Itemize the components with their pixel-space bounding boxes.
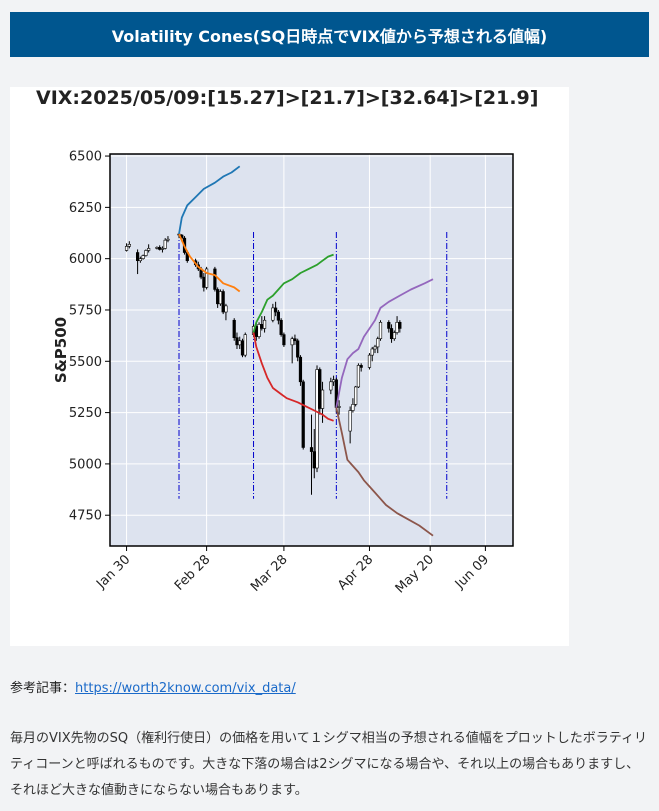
candle-body [312, 451, 316, 469]
reference-link[interactable]: https://worth2know.com/vix_data/ [75, 681, 296, 696]
candle-body [160, 248, 165, 250]
candle-body [213, 268, 217, 290]
candle-body [243, 334, 247, 356]
cone-series-line-3 [252, 253, 334, 333]
x-tick-label: Jun 09 [452, 552, 492, 592]
candle-body [158, 247, 162, 250]
candle-body [127, 244, 131, 247]
candle-body [232, 319, 236, 338]
description-text: 毎月のVIX先物のSQ（権利行使日）の価格を用いて１シグマ相当の予想される値幅を… [10, 731, 647, 798]
candle-body [392, 332, 396, 340]
cone-series-line-1 [178, 165, 241, 235]
candle-body [398, 321, 402, 329]
candle-body [315, 369, 319, 469]
candle-body [260, 324, 264, 329]
candle-body [290, 338, 294, 346]
y-tick-label: 6000 [69, 252, 102, 267]
candle-body [318, 369, 322, 409]
candle-body [387, 321, 391, 329]
candle-body [301, 381, 305, 448]
candle-body [235, 337, 239, 346]
reference-line: 参考記事：https://worth2know.com/vix_data/ [10, 677, 296, 696]
candle-body [276, 311, 280, 321]
candle-body [279, 319, 283, 335]
candle-body [262, 319, 267, 329]
candle-body [376, 338, 380, 348]
y-tick-label: 4750 [69, 509, 102, 524]
cone-series-line-4 [252, 332, 334, 422]
page-header: Volatility Cones(SQ日時点でVIX値から予想される値幅) [10, 12, 649, 57]
candle-body [147, 248, 151, 251]
candle-body [370, 348, 374, 356]
candle-body [124, 246, 129, 251]
x-tick-label: Mar 28 [248, 552, 291, 595]
candle-body [240, 340, 245, 356]
y-tick-label: 6500 [69, 150, 102, 165]
candle-body [205, 268, 209, 288]
candle-body [337, 406, 341, 408]
candle-body [373, 346, 377, 350]
y-tick-label: 5250 [69, 406, 102, 421]
y-tick-label: 6250 [69, 201, 102, 216]
candle-body [351, 404, 355, 411]
candle-body [166, 238, 170, 241]
header-title: Volatility Cones(SQ日時点でVIX値から予想される値幅) [111, 26, 548, 46]
candle-body [224, 305, 228, 313]
candle-body [395, 321, 399, 333]
y-tick-label: 5750 [69, 303, 102, 318]
cone-series-line-6 [335, 407, 434, 537]
cone-series-line-2 [178, 233, 241, 293]
candle-body [163, 239, 167, 249]
x-tick-label: Feb 28 [172, 552, 214, 594]
candle-body [221, 291, 225, 313]
candle-body [354, 386, 358, 405]
y-axis-label: S&P500 [52, 317, 70, 383]
x-tick-label: Apr 28 [335, 552, 376, 593]
plot-frame [109, 153, 514, 547]
reference-label: 参考記事： [10, 681, 76, 696]
volatility-cone-chart: VIX:2025/05/09:[15.27]>[21.7]>[32.64]>[2… [36, 87, 538, 596]
candle-body [238, 340, 242, 346]
candle-body [141, 255, 145, 259]
candle-body [348, 410, 352, 432]
candle-body [155, 247, 159, 249]
candle-body [378, 321, 383, 340]
cone-series-line-5 [335, 278, 434, 408]
candle-body [296, 340, 300, 358]
x-tick-label: Jan 30 [93, 552, 133, 592]
candle-body [309, 447, 314, 452]
candle-body [356, 365, 361, 388]
y-tick-label: 5500 [69, 355, 102, 370]
candle-body [271, 307, 275, 321]
candle-body [293, 338, 297, 342]
candle-body [282, 334, 286, 346]
candle-body [329, 381, 333, 391]
candle-body [320, 389, 325, 409]
candle-body [274, 307, 278, 313]
candle-body [144, 250, 148, 256]
candle-body [389, 328, 394, 340]
candle-body [331, 379, 336, 383]
candle-body [359, 365, 363, 368]
candle-body [136, 252, 140, 262]
x-tick-label: May 20 [393, 552, 437, 596]
candle-body [218, 291, 223, 305]
candle-body [216, 289, 220, 305]
chart-title: VIX:2025/05/09:[15.27]>[21.7]>[32.64]>[2… [36, 87, 538, 109]
candle-body [367, 354, 372, 368]
candle-body [138, 258, 142, 262]
candle-body [257, 324, 261, 337]
y-tick-label: 5000 [69, 457, 102, 472]
candle-body [298, 356, 303, 383]
chart-card: VIX:2025/05/09:[15.27]>[21.7]>[32.64]>[2… [10, 87, 569, 646]
candle-body [202, 276, 206, 288]
